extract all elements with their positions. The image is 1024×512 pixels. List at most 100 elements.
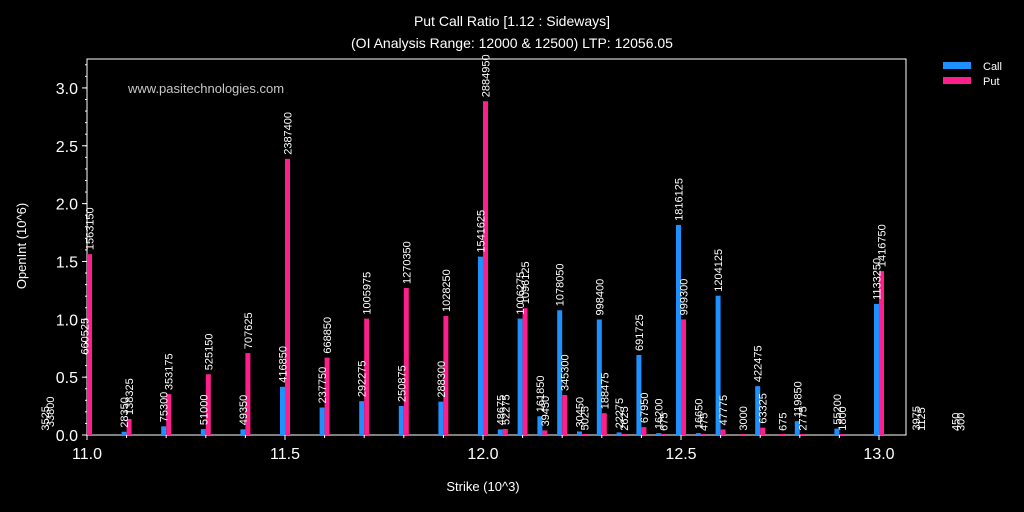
bar-value-label-put: 52275 <box>500 394 512 425</box>
bar-call <box>398 405 404 435</box>
bar-value-label-call: 1204125 <box>713 249 725 292</box>
bar-call <box>834 428 840 435</box>
bar-value-label-call: 998400 <box>594 279 606 316</box>
x-tick-label: 12.0 <box>467 446 498 463</box>
bar-value-label-put: 2775 <box>797 406 809 430</box>
bar-call <box>280 386 285 435</box>
plot-frame <box>86 58 907 436</box>
legend-swatch-call <box>943 62 971 69</box>
bar-value-label-put: 39450 <box>540 396 552 427</box>
y-axis-label: OpenInt (10^6) <box>14 203 29 289</box>
bar-call <box>478 256 483 435</box>
bar-call <box>755 386 761 435</box>
bar-call <box>616 432 622 435</box>
bar-put <box>522 308 528 435</box>
bar-value-label-put: 2625 <box>619 406 631 430</box>
watermark-text: www.pasitechnologies.com <box>127 81 284 96</box>
bar-value-label-call: 55200 <box>832 394 844 425</box>
bar-call <box>676 224 681 435</box>
bar-call <box>121 431 127 435</box>
bar-value-label-put: 188475 <box>599 372 611 409</box>
y-tick-label: 3.0 <box>56 81 78 98</box>
bar-put <box>839 434 845 435</box>
bar-put <box>720 429 726 435</box>
bar-value-label-call: 422475 <box>753 345 765 382</box>
bar-call <box>359 401 365 435</box>
bar-call <box>577 431 582 435</box>
bar-value-label-put: 2884950 <box>481 54 493 97</box>
bar-call <box>497 429 503 435</box>
x-tick-label: 12.5 <box>665 446 696 463</box>
bar-put <box>582 434 587 435</box>
bar-value-label-put: 2387400 <box>283 112 295 155</box>
bar-value-label-call: 660525 <box>80 318 92 355</box>
bar-value-label-put: 1563150 <box>85 207 97 250</box>
bar-value-label-call: 237750 <box>317 367 329 404</box>
y-tick-label: 0.5 <box>56 370 78 387</box>
bar-call <box>656 433 662 435</box>
bar-put <box>641 427 647 435</box>
bar-value-label-call: 1541625 <box>476 210 488 253</box>
bar-call <box>537 416 543 435</box>
bar-value-label-call: 3975 <box>911 406 923 430</box>
bar-value-label-call: 48675 <box>495 395 507 426</box>
bar-put <box>681 319 686 435</box>
bar-value-label-call: 1078050 <box>555 263 567 306</box>
bar-value-label-put: 353175 <box>164 353 176 390</box>
bar-call <box>636 354 642 435</box>
bar-value-label-put: 5025 <box>580 406 592 430</box>
bar-value-label-put: 33800 <box>45 396 57 427</box>
axes-layer: 0.0 0.5 1.0 1.5 2.0 2.5 3.0 11.0 11.5 12.0 12.5 13.… <box>56 58 907 463</box>
bar-value-label-call: 119850 <box>792 381 804 417</box>
bar-call <box>517 318 523 435</box>
bar-put <box>483 101 488 436</box>
bar-put <box>87 254 92 435</box>
bar-value-label-put: 707625 <box>243 312 255 349</box>
bar-value-label-put: 525150 <box>203 334 215 371</box>
bar-value-label-put: 1270350 <box>401 241 413 284</box>
bar-value-label-put: 675 <box>659 413 671 431</box>
bar-value-label-call: 22275 <box>614 398 626 429</box>
bar-put <box>879 271 884 435</box>
bar-call <box>557 310 563 435</box>
bar-value-label-put: 138325 <box>124 378 136 415</box>
y-tick-label: 1.0 <box>56 312 78 329</box>
bar-value-label-put: 675 <box>778 413 790 431</box>
chart-subtitle: (OI Analysis Range: 12000 & 12500) LTP: … <box>351 35 673 51</box>
bar-value-label-call: 75300 <box>159 392 171 423</box>
bar-put <box>364 318 370 435</box>
bar-value-label-put: 1416750 <box>877 224 889 267</box>
bar-put <box>562 395 568 435</box>
bar-put <box>443 316 449 435</box>
bar-put <box>661 434 667 435</box>
bar-call <box>438 401 444 435</box>
bar-put <box>780 434 785 435</box>
bar-value-label-call: 30450 <box>575 397 587 428</box>
bar-put <box>285 158 290 435</box>
bar-value-label-call: 288300 <box>436 361 448 398</box>
bar-put <box>502 428 508 435</box>
bar-value-label-call: 49350 <box>238 395 250 426</box>
bar-value-label-put: 63325 <box>758 393 770 424</box>
bar-value-label-put: 1028250 <box>441 269 453 312</box>
bar-value-label-call: 416850 <box>278 346 290 383</box>
legend: Call Put <box>943 61 1002 88</box>
x-tick-label: 13.0 <box>863 446 894 463</box>
bar-value-label-call: 691725 <box>634 314 646 351</box>
bar-put <box>166 394 172 435</box>
bar-value-label-call: 1816125 <box>674 178 686 221</box>
bar-put <box>799 434 805 435</box>
bar-value-label-call: 3525 <box>40 406 52 430</box>
bar-call <box>161 426 167 435</box>
bar-value-label-put: 1005975 <box>362 272 374 315</box>
bar-value-label-put: 1125 <box>916 407 928 431</box>
bar-call <box>240 429 246 435</box>
bar-call <box>715 295 721 435</box>
legend-swatch-put <box>943 77 971 84</box>
bar-call <box>200 429 206 435</box>
bar-value-label-call: 16200 <box>654 399 666 430</box>
bar-put <box>740 434 746 435</box>
bar-put <box>126 418 132 435</box>
